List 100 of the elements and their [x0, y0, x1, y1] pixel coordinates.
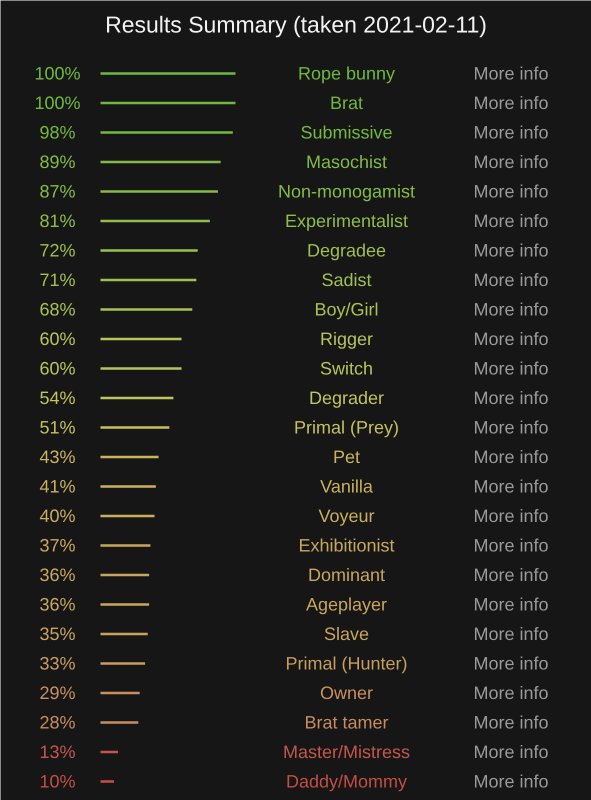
text: More info: [474, 358, 549, 378]
data-label: 33%: [39, 654, 76, 674]
text: More info: [474, 683, 549, 703]
text: More info: [474, 93, 549, 113]
data-label: 36%: [39, 594, 76, 614]
y-tick-label: Masochist: [306, 152, 388, 172]
data-label: 98%: [39, 122, 76, 142]
text: More info: [474, 476, 549, 496]
y-tick-label: Switch: [320, 358, 374, 378]
bar: [100, 308, 192, 311]
bar: [100, 102, 236, 104]
y-tick-label: Owner: [320, 683, 374, 703]
y-tick-label: Ageplayer: [306, 594, 388, 614]
data-label: 37%: [39, 536, 76, 556]
y-tick-label: Rope bunny: [298, 64, 396, 84]
text: More info: [474, 624, 549, 644]
bar: [100, 160, 221, 164]
data-label: 100%: [34, 93, 81, 113]
text: More info: [474, 329, 549, 349]
y-tick-label: Boy/Girl: [314, 300, 379, 320]
y-tick-label: Submissive: [300, 122, 393, 142]
data-label: 28%: [39, 712, 76, 732]
y-tick-label: Pet: [332, 447, 360, 467]
text: More info: [474, 418, 549, 438]
y-tick-label: Slave: [324, 624, 370, 644]
bar: [100, 131, 233, 134]
y-tick-label: Sadist: [321, 270, 372, 290]
data-label: 71%: [39, 270, 76, 290]
bar: [100, 278, 196, 282]
bar: [100, 190, 218, 193]
text: Results Summary (taken 2021-02-11): [105, 12, 487, 38]
text: More info: [474, 654, 549, 674]
bar: [100, 338, 182, 340]
y-tick-label: Experimentalist: [284, 211, 408, 231]
y-tick-label: Exhibitionist: [298, 536, 395, 556]
bar: [100, 72, 236, 75]
y-tick-label: Rigger: [320, 329, 374, 349]
data-label: 29%: [39, 683, 76, 703]
bar: [100, 220, 210, 222]
y-tick-label: Dominant: [308, 565, 386, 585]
data-label: 43%: [39, 447, 76, 467]
y-tick-label: Non-monogamist: [278, 182, 416, 202]
y-tick-label: Vanilla: [320, 476, 374, 496]
y-tick-label: Degrader: [308, 388, 384, 408]
text: More info: [474, 594, 549, 614]
text: More info: [474, 565, 549, 585]
data-label: 68%: [39, 300, 76, 320]
bar: [100, 485, 156, 488]
y-tick-label: Brat: [330, 93, 364, 113]
bar: [100, 721, 138, 724]
data-label: 100%: [34, 64, 81, 84]
data-label: 13%: [39, 742, 76, 762]
y-tick-label: Degradee: [306, 240, 386, 260]
data-label: 35%: [39, 624, 76, 644]
y-tick-label: Master/Mistress: [282, 742, 410, 762]
data-label: 10%: [39, 772, 76, 792]
text: More info: [474, 712, 549, 732]
bar: [100, 750, 118, 754]
bar: [100, 396, 174, 400]
text: More info: [474, 742, 549, 762]
text: More info: [474, 182, 549, 202]
bar: [100, 574, 150, 576]
text: More info: [474, 388, 549, 408]
y-tick-label: Primal (Hunter): [285, 654, 408, 674]
text: More info: [474, 240, 549, 260]
y-tick-label: Brat tamer: [304, 712, 389, 732]
text: More info: [474, 152, 549, 172]
text: More info: [474, 64, 549, 84]
bar: [100, 632, 148, 636]
data-label: 87%: [39, 182, 76, 202]
text: More info: [474, 122, 549, 142]
data-label: 36%: [39, 565, 76, 585]
data-label: 72%: [39, 240, 76, 260]
bar: [100, 514, 154, 518]
y-tick-label: Primal (Prey): [294, 418, 400, 438]
text: More info: [474, 270, 549, 290]
data-label: 60%: [39, 358, 76, 378]
text: More info: [474, 506, 549, 526]
bar: [100, 662, 146, 665]
data-label: 51%: [39, 418, 76, 438]
text: More info: [474, 211, 549, 231]
data-label: 81%: [39, 211, 76, 231]
bar: [100, 780, 114, 783]
text: More info: [474, 536, 549, 556]
bar: [100, 692, 140, 694]
bar: [100, 426, 170, 429]
y-tick-label: Daddy/Mommy: [286, 772, 408, 792]
bar: [100, 367, 182, 370]
data-label: 89%: [39, 152, 76, 172]
text: More info: [474, 447, 549, 467]
bar: [100, 603, 150, 606]
data-label: 60%: [39, 329, 76, 349]
text: More info: [474, 300, 549, 320]
data-label: 54%: [39, 388, 76, 408]
bar: [100, 249, 198, 252]
y-tick-label: Voyeur: [318, 506, 375, 526]
bar: [100, 456, 159, 458]
data-label: 40%: [39, 506, 76, 526]
data-label: 41%: [39, 476, 76, 496]
bar: [100, 544, 150, 547]
